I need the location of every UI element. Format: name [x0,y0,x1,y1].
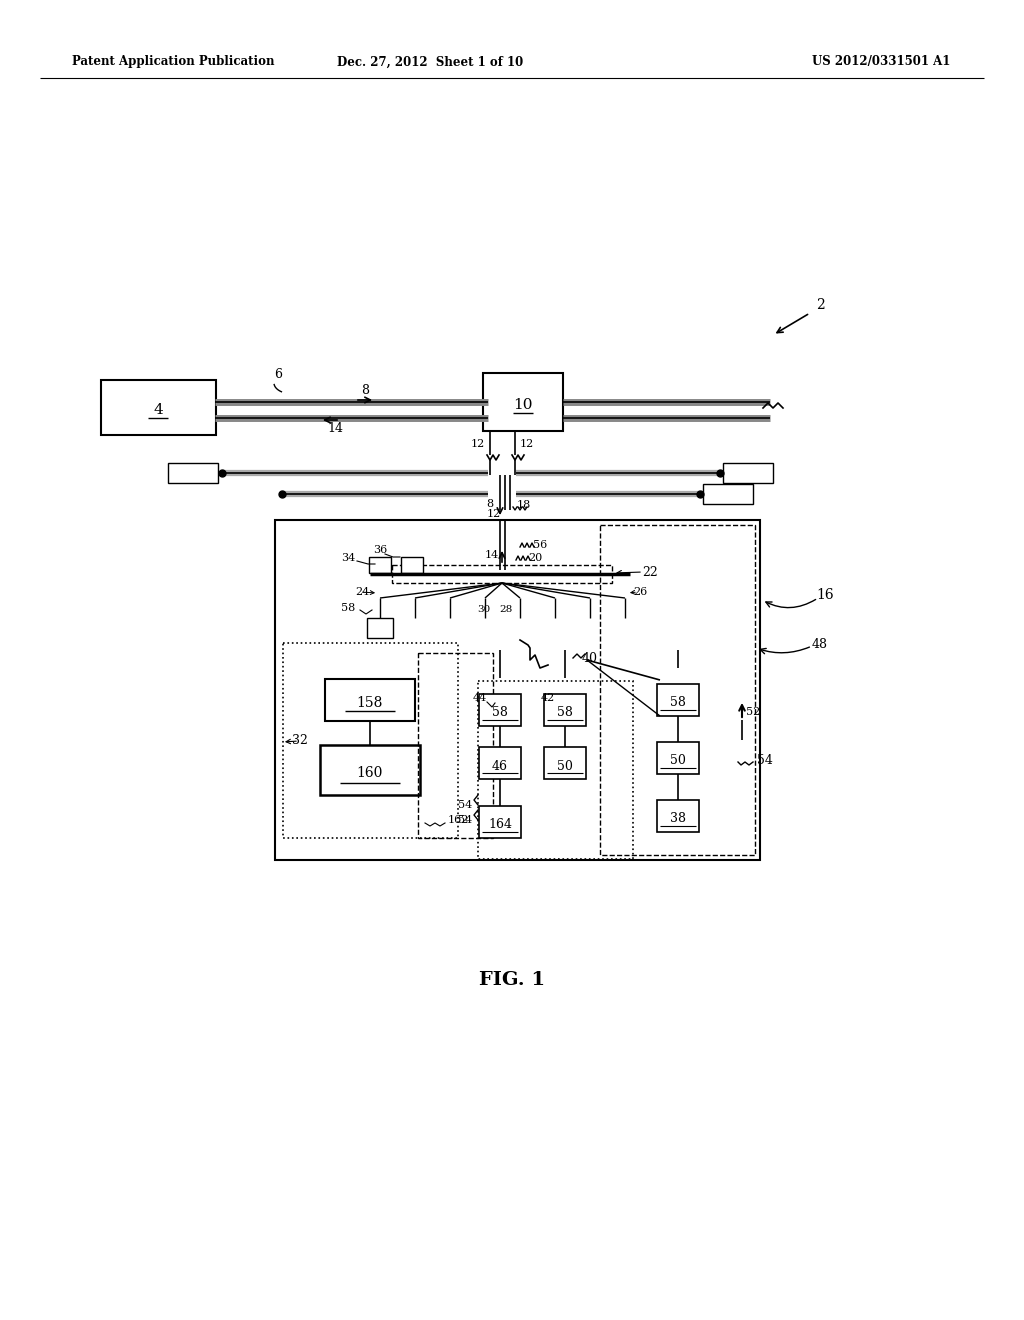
Text: 50: 50 [670,755,686,767]
Text: 8: 8 [486,499,494,510]
Text: 158: 158 [356,696,383,710]
Text: 30: 30 [477,605,490,614]
Bar [544,747,586,779]
Text: 56: 56 [532,540,547,550]
Text: 34: 34 [341,553,355,564]
Text: 58: 58 [341,603,355,612]
Bar [544,694,586,726]
Text: 46: 46 [492,759,508,772]
Bar [283,643,458,837]
Text: 54: 54 [458,814,472,825]
Bar [723,463,773,483]
Text: 58: 58 [493,706,508,719]
Text: 20: 20 [528,553,542,564]
Bar [483,374,563,432]
Bar [599,525,755,855]
Text: 12: 12 [486,510,501,519]
Text: 32: 32 [292,734,308,747]
Text: US 2012/0331501 A1: US 2012/0331501 A1 [812,55,950,69]
Text: 58: 58 [557,706,573,719]
Bar [319,744,420,795]
Text: 26: 26 [633,587,647,597]
Text: 162: 162 [447,814,469,825]
Bar [657,800,699,832]
Bar [479,807,521,838]
Text: 54: 54 [757,754,773,767]
Bar [369,557,391,573]
Text: 42: 42 [541,693,555,704]
Bar [325,678,415,721]
Text: 160: 160 [356,766,383,780]
Text: 44: 44 [473,693,487,704]
Text: Dec. 27, 2012  Sheet 1 of 10: Dec. 27, 2012 Sheet 1 of 10 [337,55,523,69]
Text: 10: 10 [513,399,532,412]
Text: 16: 16 [816,587,834,602]
Text: 6: 6 [274,368,282,381]
Text: 22: 22 [642,565,657,578]
Text: 24: 24 [355,587,369,597]
Text: 18: 18 [517,500,531,510]
Text: 28: 28 [500,605,513,614]
Text: 164: 164 [488,818,512,832]
Text: 2: 2 [816,298,824,312]
Text: 50: 50 [557,759,573,772]
Text: 36: 36 [373,545,387,554]
Text: Patent Application Publication: Patent Application Publication [72,55,274,69]
Bar [275,520,760,861]
Bar [168,463,218,483]
Text: 14: 14 [327,422,343,436]
Text: 38: 38 [670,813,686,825]
Bar [392,565,612,583]
Text: 52: 52 [745,708,760,717]
Bar [367,618,393,638]
Bar [657,684,699,715]
Text: 8: 8 [361,384,369,397]
Text: 48: 48 [812,639,828,652]
Bar [479,747,521,779]
Bar [401,557,423,573]
Text: 14: 14 [485,550,499,560]
Text: 54: 54 [458,800,472,810]
Bar [703,484,753,504]
Bar [477,681,633,859]
Text: 40: 40 [582,652,598,664]
Text: 12: 12 [471,440,485,449]
Bar [418,652,493,837]
Text: 58: 58 [670,697,686,710]
Text: 4: 4 [154,403,163,417]
Text: FIG. 1: FIG. 1 [479,972,545,989]
Bar [657,742,699,774]
Bar [100,380,215,434]
Bar [479,694,521,726]
Text: 12: 12 [520,440,535,449]
